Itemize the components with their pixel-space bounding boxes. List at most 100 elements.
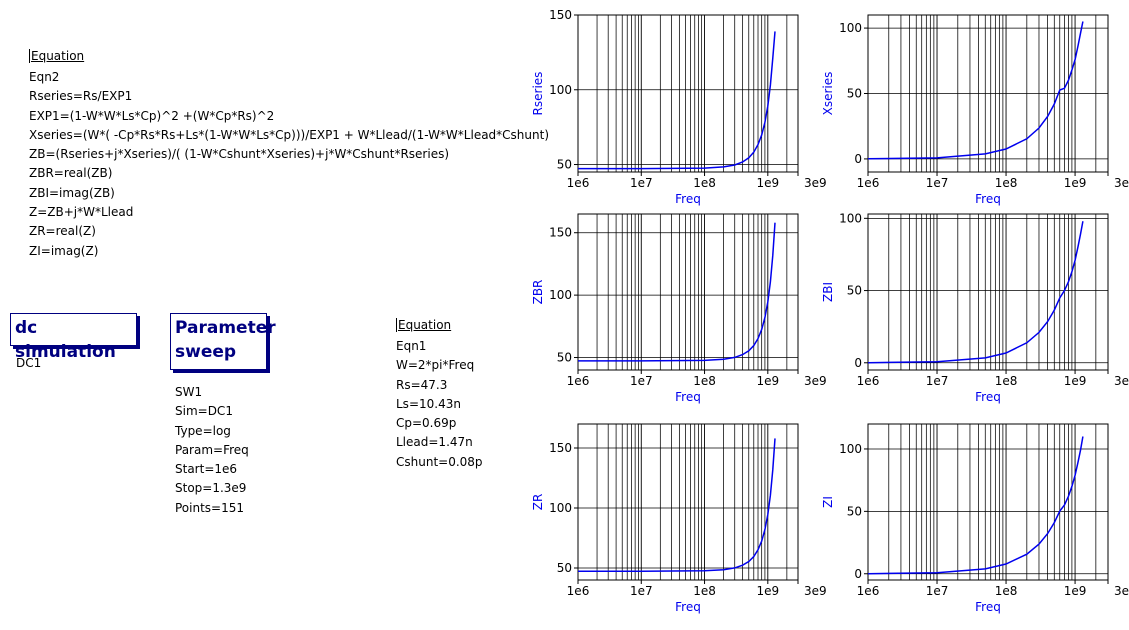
x-tick-label: 3e9 [1114,374,1129,388]
x-tick-label: 1e7 [630,584,653,598]
x-tick-label: 3e9 [1114,584,1129,598]
equation-line: ZR=real(Z) [29,224,96,239]
series-line [867,221,1084,364]
y-tick-label: 50 [847,284,862,298]
parameter-sweep-line: Stop=1.3e9 [175,481,247,496]
x-tick-label: 1e8 [995,176,1018,190]
y-tick-label: 100 [839,442,862,456]
x-axis-label: Freq [975,390,1001,404]
x-tick-label: 1e9 [756,176,779,190]
plot-frame [577,14,799,173]
x-axis-label: Freq [975,192,1001,206]
x-tick-label: 1e8 [693,584,716,598]
plot-frame [867,423,1109,581]
x-tick-label: 1e7 [926,584,949,598]
parameter-sweep-properties: SW1 Sim=DC1 Type=log Param=Freq Start=1e… [175,383,249,518]
x-tick-label: 1e8 [995,584,1018,598]
equation-line: EXP1=(1-W*W*Ls*Cp)^2 +(W*Cp*Rs)^2 [29,108,275,123]
chart-zbi: 0 50 100 1e6 1e7 1e8 1e9 3e9 Freq ZBI [821,211,1129,404]
parameter-sweep-line: SW1 [175,385,203,399]
y-tick-label: 0 [854,356,862,370]
chart-xseries: 0 50 100 1e6 1e7 1e8 1e9 3e9 Freq Xseries [821,14,1129,206]
equation-line: Cshunt=0.08p [396,454,483,469]
parameter-sweep-label-line2: sweep [175,342,237,362]
x-tick-label: 1e9 [1064,584,1087,598]
x-tick-label: 1e7 [926,374,949,388]
parameter-sweep-line: Start=1e6 [175,462,238,477]
y-tick-label: 150 [549,226,572,240]
equation-line: Llead=1.47n [396,435,473,450]
chart-zr: 50 100 150 1e6 1e7 1e8 1e9 3e9 Freq ZR [531,423,827,614]
x-tick-label: 1e8 [693,176,716,190]
dc-simulation-component[interactable]: dc simulation [10,313,137,362]
x-tick-label: 1e9 [1064,176,1087,190]
x-tick-label: 1e6 [857,374,880,388]
series-line [867,436,1084,575]
parameter-sweep-label-line1: Parameter [175,318,276,338]
y-tick-label: 150 [549,8,572,22]
plot-frame [577,423,799,581]
x-tick-label: 1e6 [857,584,880,598]
x-tick-label: 1e9 [1064,374,1087,388]
equation-line: Rs=47.3 [396,377,448,392]
y-tick-label: 100 [839,211,862,225]
x-axis-label: Freq [675,192,701,206]
equation-line: Z=ZB+j*W*Llead [29,205,134,220]
parameter-sweep-line: Sim=DC1 [175,404,233,419]
x-tick-label: 1e6 [567,584,590,598]
plot-frame [867,213,1109,371]
y-tick-label: 50 [847,87,862,101]
y-tick-label: 0 [854,152,862,166]
equation-line: Ls=10.43n [396,396,461,411]
x-axis-label: Freq [675,600,701,614]
y-axis-label: ZBR [531,280,545,305]
y-tick-label: 50 [557,158,572,172]
equation-name: Eqn2 [29,70,60,84]
y-tick-label: 100 [549,288,572,302]
x-axis-label: Freq [975,600,1001,614]
x-axis-label: Freq [675,390,701,404]
equation-line: W=2*pi*Freq [396,358,475,373]
equation-line: ZBI=imag(ZB) [29,185,115,200]
x-tick-label: 1e8 [995,374,1018,388]
dc-simulation-label: dc simulation [15,318,116,362]
y-tick-label: 100 [839,21,862,35]
plot-frame [577,213,799,371]
equation-block-eqn1[interactable]: Equation Eqn1 W=2*pi*Freq Rs=47.3 Ls=10.… [396,318,483,472]
dc-simulation-name: DC1 [16,356,42,370]
equation-line: Cp=0.69p [396,416,457,431]
y-tick-label: 50 [557,351,572,365]
equation-title: Equation [396,318,483,332]
equation-name: Eqn1 [396,339,427,353]
y-tick-label: 100 [549,501,572,515]
series-line [578,438,776,572]
equation-line: Xseries=(W*( -Cp*Rs*Rs+Ls*(1-W*W*Ls*Cp))… [29,127,550,142]
x-tick-label: 1e6 [857,176,880,190]
x-tick-label: 1e7 [630,374,653,388]
y-axis-label: ZBI [821,282,835,302]
x-tick-label: 1e7 [630,176,653,190]
x-tick-label: 3e9 [804,584,827,598]
x-tick-label: 1e9 [756,374,779,388]
equation-title: Equation [29,49,549,63]
y-axis-label: ZR [531,494,545,511]
y-axis-label: ZI [821,496,835,508]
parameter-sweep-line: Param=Freq [175,442,249,457]
x-tick-label: 1e7 [926,176,949,190]
equation-block-eqn2[interactable]: Equation Eqn2 Rseries=Rs/EXP1 EXP1=(1-W*… [29,49,549,261]
chart-zbr: 50 100 150 1e6 1e7 1e8 1e9 3e9 Freq ZBR [531,213,827,404]
y-axis-label: Xseries [821,72,835,116]
y-tick-label: 100 [549,83,572,97]
y-tick-label: 0 [854,567,862,581]
x-tick-label: 3e9 [804,176,827,190]
y-tick-label: 50 [557,561,572,575]
equation-line: ZB=(Rseries+j*Xseries)/( (1-W*Cshunt*Xse… [29,147,450,162]
plot-frame [867,14,1109,173]
series-line [867,21,1084,160]
y-tick-label: 150 [549,441,572,455]
x-tick-label: 1e6 [567,176,590,190]
x-tick-label: 3e9 [804,374,827,388]
parameter-sweep-component[interactable]: Parameter sweep [170,313,276,370]
x-tick-label: 1e6 [567,374,590,388]
